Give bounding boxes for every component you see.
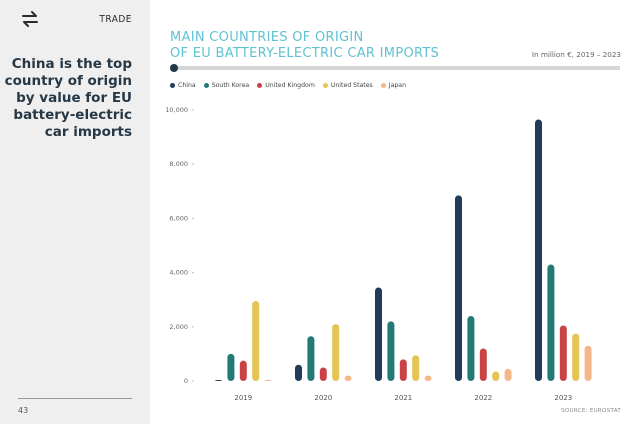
y-tick-mark	[192, 380, 194, 382]
y-tick-label: 10,000	[165, 106, 188, 114]
title-underline-dot	[170, 64, 178, 72]
legend-item-china: China	[170, 82, 196, 89]
bar-south-korea-2023	[547, 264, 555, 381]
legend-item-united-states: United States	[322, 82, 373, 89]
y-tick-mark	[192, 271, 194, 274]
bar-china-2020	[295, 364, 302, 381]
legend-label: United Kingdom	[265, 82, 315, 89]
y-tick-mark	[192, 217, 194, 220]
x-tick-label: 2020	[314, 394, 332, 402]
legend-dot	[322, 83, 328, 88]
bar-united-states-2022	[492, 371, 500, 381]
bar-united-kingdom-2019	[239, 360, 247, 381]
bar-china-2023	[535, 119, 542, 382]
y-tick-label: 0	[184, 377, 188, 385]
bar-united-states-2021	[412, 355, 420, 381]
y-tick-mark	[192, 326, 194, 328]
bar-united-kingdom-2020	[319, 367, 327, 381]
chart-title-line-1: MAIN COUNTRIES OF ORIGIN	[170, 30, 364, 45]
bar-japan-2019	[264, 380, 272, 381]
bar-united-states-2019	[252, 301, 260, 381]
headline: China is the top country of origin by va…	[4, 56, 132, 140]
bar-japan-2020	[344, 375, 352, 381]
bar-united-kingdom-2021	[399, 359, 407, 381]
legend-item-japan: Japan	[380, 82, 407, 89]
y-tick-mark	[192, 163, 194, 165]
bar-united-states-2023	[572, 333, 580, 381]
bar-japan-2021	[424, 375, 432, 381]
bar-china-2019	[215, 380, 222, 381]
legend-label: United States	[330, 82, 373, 89]
legend-item-south-korea: South Korea	[203, 82, 250, 89]
bar-chart: 10,000 8,000 6,000 4,000 2,000 0 2019 2020 2021 2…	[165, 106, 592, 402]
divider	[18, 398, 132, 399]
x-tick-label: 2021	[394, 394, 412, 402]
bar-japan-2022	[504, 368, 512, 381]
chart-subtitle: In million €, 2019 – 2023	[531, 50, 621, 59]
bar-united-states-2020	[332, 324, 340, 381]
x-tick-label: 2019	[234, 394, 252, 402]
sidebar-panel: TRADE China is the top country of origin…	[0, 0, 150, 424]
chart-title-line-2: OF EU BATTERY-ELECTRIC CAR IMPORTS	[170, 46, 440, 61]
legend-dot	[257, 83, 263, 88]
bar-south-korea-2020	[307, 336, 315, 381]
legend-label: Japan	[388, 82, 407, 89]
bar-china-2022	[455, 195, 462, 381]
legend-label: China	[178, 82, 196, 89]
legend-dot	[203, 83, 209, 88]
swap-arrows-icon	[22, 11, 38, 27]
legend-dot	[380, 83, 386, 88]
bar-south-korea-2021	[387, 321, 395, 381]
legend-dot	[170, 83, 175, 88]
y-tick-label: 8,000	[169, 160, 188, 168]
y-tick-label: 4,000	[169, 269, 188, 277]
bar-japan-2023	[584, 345, 592, 381]
legend-item-united-kingdom: United Kingdom	[257, 82, 315, 89]
page-number: 43	[18, 406, 29, 415]
source-note: SOURCE: EUROSTAT	[561, 408, 621, 414]
y-tick-label: 2,000	[169, 323, 188, 331]
legend-label: South Korea	[211, 82, 250, 89]
x-tick-label: 2023	[554, 394, 572, 402]
bar-united-kingdom-2022	[479, 348, 487, 381]
bar-south-korea-2019	[227, 353, 235, 381]
bar-china-2021	[375, 287, 382, 381]
y-tick-mark	[192, 109, 194, 111]
chart-title: MAIN COUNTRIES OF ORIGIN OF EU BATTERY-E…	[170, 30, 439, 62]
bar-united-kingdom-2023	[559, 325, 567, 381]
x-tick-label: 2022	[474, 394, 492, 402]
y-tick-label: 6,000	[169, 214, 188, 222]
section-label: TRADE	[99, 14, 132, 25]
title-underline	[170, 66, 620, 70]
bar-south-korea-2022	[467, 315, 475, 381]
legend: China South Korea United Kingdom United …	[170, 82, 406, 89]
